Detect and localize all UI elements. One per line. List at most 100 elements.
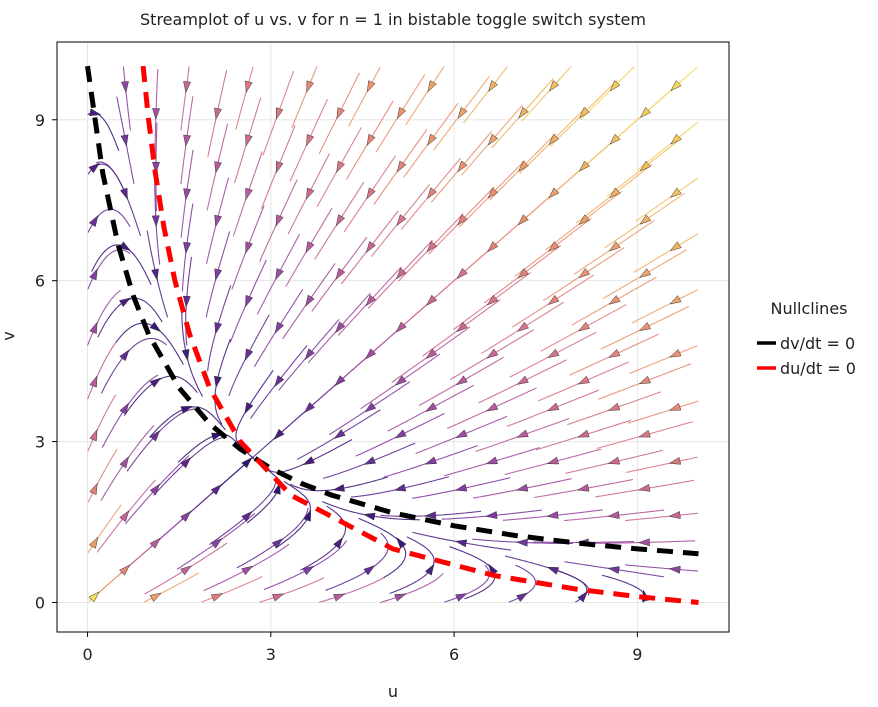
stream-arrow-53 bbox=[244, 402, 254, 415]
stream-arrow-28 bbox=[152, 161, 160, 174]
legend-label-dudt: du/dt = 0 bbox=[780, 359, 856, 378]
stream-arrow-187 bbox=[639, 214, 652, 225]
streamline-53 bbox=[235, 369, 274, 450]
stream-arrow-76 bbox=[305, 241, 315, 254]
stream-arrow-179 bbox=[609, 80, 621, 92]
streamline-139 bbox=[463, 66, 508, 124]
stream-arrow-58 bbox=[245, 134, 253, 147]
stream-arrow-22 bbox=[149, 483, 161, 496]
stream-arrow-35 bbox=[182, 295, 191, 308]
stream-arrow-25 bbox=[149, 321, 162, 333]
stream-arrow-27 bbox=[151, 215, 160, 228]
stream-arrows bbox=[88, 80, 682, 603]
stream-arrow-173 bbox=[607, 402, 621, 411]
streamline-51 bbox=[209, 480, 277, 546]
stream-arrow-114 bbox=[425, 348, 438, 359]
streamline-2 bbox=[87, 448, 118, 503]
stream-arrow-150 bbox=[546, 566, 560, 575]
legend: Nullclines dv/dt = 0 du/dt = 0 bbox=[757, 299, 856, 378]
stream-arrow-123 bbox=[455, 429, 468, 439]
stream-arrow-129 bbox=[457, 106, 468, 119]
stream-arrow-157 bbox=[548, 187, 560, 199]
stream-arrow-175 bbox=[608, 295, 621, 305]
stream-arrow-80 bbox=[333, 593, 346, 602]
stream-arrow-115 bbox=[426, 294, 438, 306]
stream-arrow-38 bbox=[183, 134, 192, 147]
stream-arrow-77 bbox=[305, 187, 315, 200]
stream-arrow-141 bbox=[515, 538, 528, 547]
stream-arrow-160 bbox=[577, 590, 588, 603]
stream-arrow-103 bbox=[394, 429, 407, 439]
stream-arrow-64 bbox=[274, 375, 285, 388]
stream-arrow-119 bbox=[427, 80, 437, 93]
stream-arrow-5 bbox=[89, 321, 98, 335]
stream-arrow-121 bbox=[454, 539, 468, 548]
stream-arrow-106 bbox=[395, 267, 407, 280]
nullcline-dudt bbox=[140, 65, 699, 605]
streamline-99 bbox=[347, 66, 381, 127]
streamline-190 bbox=[625, 564, 699, 572]
streamline-40 bbox=[201, 576, 263, 603]
stream-arrow-153 bbox=[546, 402, 560, 412]
stream-arrow-197 bbox=[669, 187, 682, 198]
streamline-80 bbox=[318, 576, 385, 603]
streamline-193 bbox=[627, 400, 699, 424]
axis-ticks: 0 3 6 9 0 3 6 9 bbox=[35, 111, 643, 664]
stream-arrow-65 bbox=[274, 321, 285, 334]
stream-arrow-23 bbox=[149, 429, 161, 442]
stream-arrow-78 bbox=[306, 133, 315, 147]
streamline-179 bbox=[580, 66, 635, 120]
streamline-100 bbox=[380, 573, 444, 604]
chart-title: Streamplot of u vs. v for n = 1 in bista… bbox=[140, 10, 646, 29]
stream-arrow-46 bbox=[214, 268, 223, 281]
stream-arrow-192 bbox=[668, 456, 682, 465]
streamlines bbox=[87, 66, 699, 604]
stream-arrow-67 bbox=[275, 214, 284, 227]
streamline-195 bbox=[631, 289, 698, 324]
stream-arrow-37 bbox=[183, 188, 192, 201]
stream-arrow-70 bbox=[302, 565, 315, 576]
stream-arrow-92 bbox=[363, 456, 377, 465]
stream-arrow-116 bbox=[426, 241, 438, 253]
stream-arrow-85 bbox=[335, 321, 346, 334]
stream-arrow-4 bbox=[89, 375, 98, 388]
stream-arrow-13 bbox=[119, 402, 129, 415]
plot-frame bbox=[56, 41, 730, 633]
stream-arrow-56 bbox=[245, 241, 253, 254]
stream-arrow-89 bbox=[336, 107, 345, 120]
stream-arrow-90 bbox=[363, 565, 376, 576]
y-tick-label-3: 3 bbox=[35, 433, 45, 452]
stream-arrow-132 bbox=[485, 456, 499, 465]
stream-arrow-73 bbox=[303, 401, 316, 414]
stream-arrow-108 bbox=[396, 160, 407, 173]
stream-arrow-165 bbox=[577, 321, 590, 332]
stream-arrow-181 bbox=[637, 538, 650, 547]
stream-arrow-125 bbox=[456, 321, 468, 333]
stream-arrow-52 bbox=[241, 457, 253, 469]
streamline-191 bbox=[625, 512, 699, 522]
streamline-90 bbox=[325, 532, 389, 591]
stream-arrow-186 bbox=[639, 268, 652, 279]
stream-arrow-87 bbox=[335, 214, 346, 227]
streamline-59 bbox=[235, 66, 254, 130]
stream-arrow-147 bbox=[517, 214, 529, 226]
stream-arrow-154 bbox=[547, 348, 560, 359]
stream-arrow-134 bbox=[486, 348, 499, 359]
stream-arrow-14 bbox=[119, 349, 130, 362]
stream-arrow-126 bbox=[456, 267, 468, 280]
streamline-119 bbox=[405, 66, 445, 126]
stream-arrow-178 bbox=[609, 133, 621, 145]
stream-arrow-139 bbox=[488, 80, 499, 93]
stream-arrow-171 bbox=[607, 511, 620, 519]
stream-arrow-36 bbox=[183, 241, 191, 255]
streamline-4 bbox=[87, 341, 117, 400]
streamline-192 bbox=[626, 456, 698, 473]
stream-arrow-54 bbox=[244, 348, 254, 361]
stream-arrow-188 bbox=[639, 160, 652, 172]
stream-arrow-128 bbox=[457, 160, 468, 173]
stream-arrow-97 bbox=[366, 187, 376, 200]
stream-arrow-164 bbox=[577, 375, 590, 385]
stream-arrow-191 bbox=[668, 511, 681, 519]
stream-arrow-185 bbox=[638, 321, 652, 332]
stream-arrow-131 bbox=[485, 511, 498, 519]
